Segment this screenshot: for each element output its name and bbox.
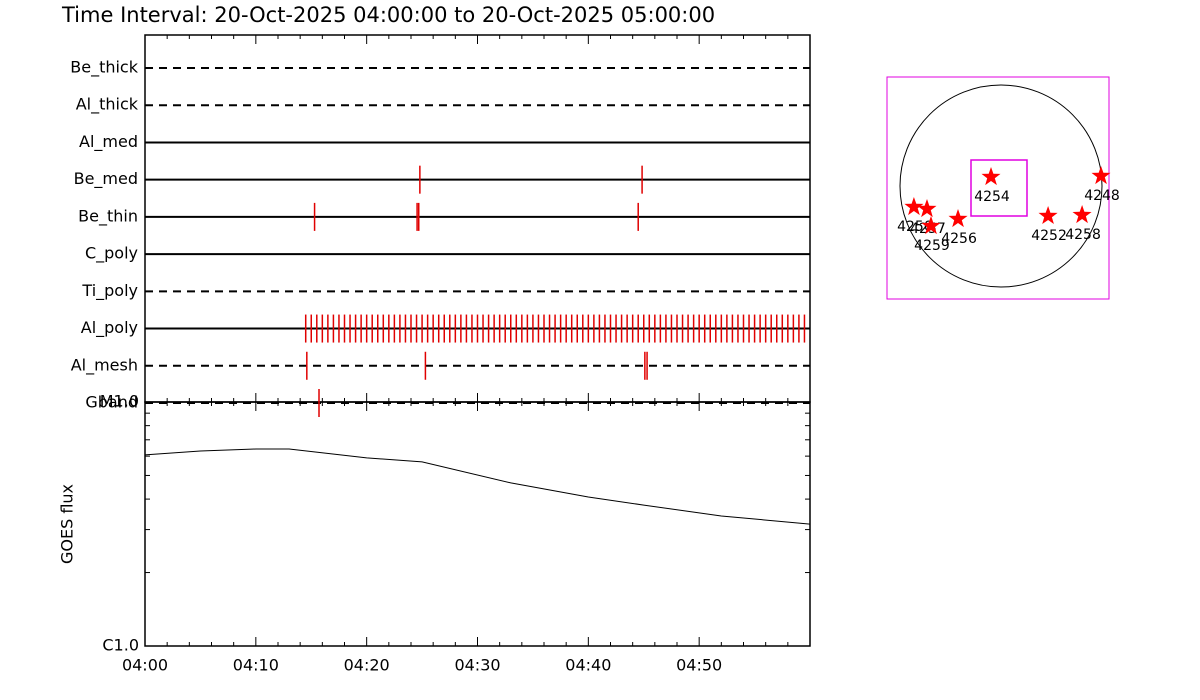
- region-label: 4258: [1065, 227, 1101, 243]
- x-tick-label: 04:50: [676, 656, 722, 675]
- x-tick-label: 04:00: [122, 656, 168, 675]
- region-label: 4259: [914, 238, 950, 254]
- region-label: 4248: [1084, 188, 1120, 204]
- y-tick-label: C1.0: [102, 636, 139, 655]
- x-tick-label: 04:20: [344, 656, 390, 675]
- x-tick-label: 04:30: [454, 656, 500, 675]
- row-label: C_poly: [85, 244, 138, 264]
- map-frame: [886, 76, 1110, 300]
- timeline-frame: [144, 34, 811, 403]
- region-star: [1091, 166, 1111, 185]
- y-axis-label: GOES flux: [58, 484, 77, 564]
- row-label: Al_thick: [76, 95, 139, 115]
- region-star: [917, 199, 937, 218]
- x-tick-label: 04:40: [565, 656, 611, 675]
- region-star: [981, 167, 1001, 186]
- region-label: 4256: [941, 231, 977, 247]
- region-star: [921, 216, 941, 235]
- row-label: Al_med: [79, 132, 138, 152]
- row-label: Be_thick: [70, 58, 138, 78]
- goes-curve: [144, 448, 811, 525]
- region-label: 4252: [1031, 228, 1067, 244]
- region-star: [904, 197, 924, 216]
- row-label: Be_thin: [78, 206, 138, 226]
- row-label: Be_med: [74, 169, 138, 189]
- region-star: [948, 209, 968, 228]
- region-star: [1072, 205, 1092, 224]
- row-label: Al_mesh: [71, 355, 138, 375]
- y-tick-label: M1.0: [100, 392, 139, 411]
- row-label: Al_poly: [81, 318, 138, 338]
- chart-title: Time Interval: 20-Oct-2025 04:00:00 to 2…: [61, 3, 715, 27]
- row-label: Gband: [85, 393, 138, 412]
- goes-frame: [144, 401, 811, 647]
- x-tick-label: 04:10: [233, 656, 279, 675]
- fov-box: [970, 159, 1028, 217]
- solar-limb: [899, 84, 1103, 288]
- region-star: [1038, 206, 1058, 224]
- region-label: 4254: [974, 189, 1010, 205]
- row-label: Ti_poly: [81, 281, 138, 301]
